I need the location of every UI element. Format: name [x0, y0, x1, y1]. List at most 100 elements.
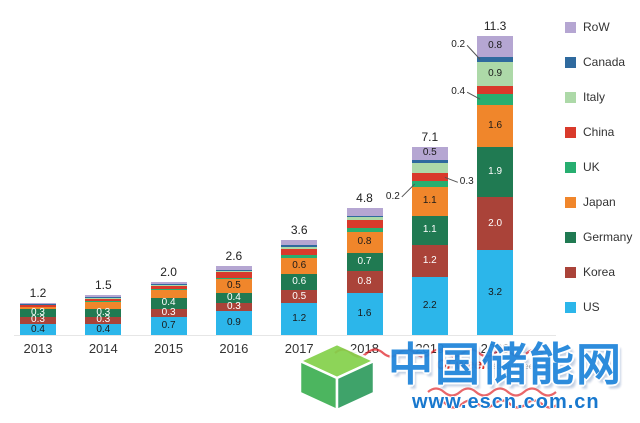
legend-swatch-japan [565, 196, 576, 208]
segment-value-label: 0.4 [96, 323, 111, 335]
bar-total-2016: 2.6 [225, 249, 243, 264]
segment-china-2016 [215, 272, 252, 278]
bar-total-2019: 7.1 [421, 129, 439, 144]
segment-value-label: 0.3 [161, 306, 176, 318]
segment-row-2018 [346, 207, 383, 216]
segment-china-2017 [281, 248, 318, 256]
segment-value-label: 0.7 [161, 319, 176, 331]
segment-japan-2019: 1.1 [411, 186, 448, 216]
segment-value-label: 0.6 [292, 275, 307, 287]
segment-germany-2019: 1.1 [411, 215, 448, 245]
segment-us-2019: 2.2 [411, 276, 448, 335]
legend-label-canada: Canada [583, 55, 626, 69]
segment-uk-2016 [215, 277, 252, 280]
segment-china-2020 [477, 86, 514, 94]
segment-value-label: 0.5 [422, 147, 437, 159]
legend-label-germany: Germany [583, 230, 633, 244]
legend-swatch-canada [565, 56, 576, 68]
callout-uk-2020: 0.4 [451, 86, 466, 98]
x-axis-label-2013: 2013 [23, 341, 53, 356]
segment-germany-2016: 0.4 [215, 292, 252, 304]
segment-value-label: 0.3 [226, 301, 241, 313]
segment-korea-2013: 0.3 [20, 315, 56, 325]
segment-value-label: 0.6 [292, 260, 307, 272]
segment-germany-2017: 0.6 [281, 274, 318, 290]
segment-value-label: 1.1 [422, 195, 437, 207]
segment-canada-2014 [85, 296, 122, 298]
segment-us-2018: 1.6 [346, 292, 383, 335]
legend-item-japan: Japan [565, 195, 632, 209]
segment-us-2016: 0.9 [215, 311, 252, 335]
segment-japan-2014 [85, 302, 122, 309]
segment-value-label: 0.3 [96, 314, 111, 326]
segment-italy-2015 [150, 284, 187, 286]
bar-2017: 1.2 0.5 0.6 0.6 [281, 239, 318, 335]
bar-2013: 0.4 0.3 0.3 [20, 303, 56, 335]
legend-swatch-germany [565, 231, 576, 243]
legend-item-uk: UK [565, 160, 632, 174]
segment-row-2013 [20, 303, 56, 305]
segment-china-2013 [20, 305, 56, 307]
segment-china-2018 [346, 219, 383, 228]
segment-korea-2018: 0.8 [346, 271, 383, 293]
segment-uk-2013 [20, 306, 56, 308]
legend-label-china: China [583, 125, 615, 139]
bar-total-2014: 1.5 [94, 278, 112, 293]
callout-china-2019: 0.3 [459, 176, 474, 188]
segment-italy-2013 [20, 304, 56, 306]
segment-value-label: 3.2 [488, 286, 503, 298]
segment-us-2014: 0.4 [85, 323, 122, 335]
segment-canada-2015 [150, 283, 187, 285]
legend-label-uk: UK [583, 160, 600, 174]
bar-total-2015: 2.0 [160, 265, 177, 279]
segment-korea-2017: 0.5 [281, 289, 318, 304]
segment-germany-2018: 0.7 [346, 252, 383, 272]
segment-value-label: 0.7 [357, 256, 372, 268]
segment-korea-2020: 2.0 [477, 197, 514, 251]
segment-korea-2019: 1.2 [411, 244, 448, 277]
segment-value-label: 0.5 [226, 279, 241, 291]
segment-value-label: 1.2 [422, 254, 437, 266]
segment-china-2015 [150, 285, 187, 290]
segment-germany-2020: 1.9 [477, 146, 514, 198]
bar-2020: 3.2 2.0 1.9 1.6 0.9 0.8 [477, 35, 514, 335]
segment-value-label: 0.4 [161, 297, 176, 309]
segment-canada-2017 [281, 244, 318, 247]
x-axis-label-2016: 2016 [219, 341, 249, 356]
segment-japan-2018: 0.8 [346, 231, 383, 253]
segment-china-2014 [85, 298, 122, 302]
segment-germany-2013: 0.3 [20, 307, 56, 317]
x-axis-label-2020: 2020 [480, 341, 510, 356]
segment-value-label: 0.9 [488, 68, 503, 80]
segment-china-2019 [411, 173, 448, 182]
legend-item-row: RoW [565, 20, 632, 34]
segment-uk-2019 [411, 181, 448, 187]
bar-2019: 2.2 1.2 1.1 1.1 0.5 [411, 146, 448, 335]
callout-canada-2020: 0.2 [451, 39, 466, 51]
segment-japan-2013 [20, 307, 56, 309]
segment-japan-2017: 0.6 [281, 258, 318, 275]
legend-label-italy: Italy [583, 90, 606, 104]
segment-italy-2017 [281, 246, 318, 249]
legend-item-us: US [565, 300, 632, 314]
bar-total-2013: 1.2 [29, 286, 47, 301]
segment-japan-2015 [150, 290, 187, 299]
x-axis-label-2015: 2015 [154, 341, 184, 356]
legend-swatch-row [565, 21, 576, 33]
segment-uk-2017 [281, 255, 318, 259]
segment-japan-2016: 0.5 [215, 279, 252, 293]
x-axis-label-2014: 2014 [88, 341, 118, 356]
legend-item-italy: Italy [565, 90, 632, 104]
legend-swatch-korea [565, 266, 576, 278]
bar-2015: 0.7 0.3 0.4 [150, 282, 187, 335]
legend-label-korea: Korea [583, 265, 616, 279]
x-axis-label-2018: 2018 [350, 341, 379, 356]
bar-2016: 0.9 0.3 0.4 0.5 [215, 266, 252, 335]
segment-us-2017: 1.2 [281, 303, 318, 335]
x-axis-line [14, 335, 556, 336]
segment-korea-2015: 0.3 [150, 306, 187, 318]
legend-item-korea: Korea [565, 265, 632, 279]
segment-row-2017 [281, 239, 318, 245]
segment-value-label: 0.9 [226, 317, 241, 329]
segment-italy-2018 [346, 217, 383, 220]
